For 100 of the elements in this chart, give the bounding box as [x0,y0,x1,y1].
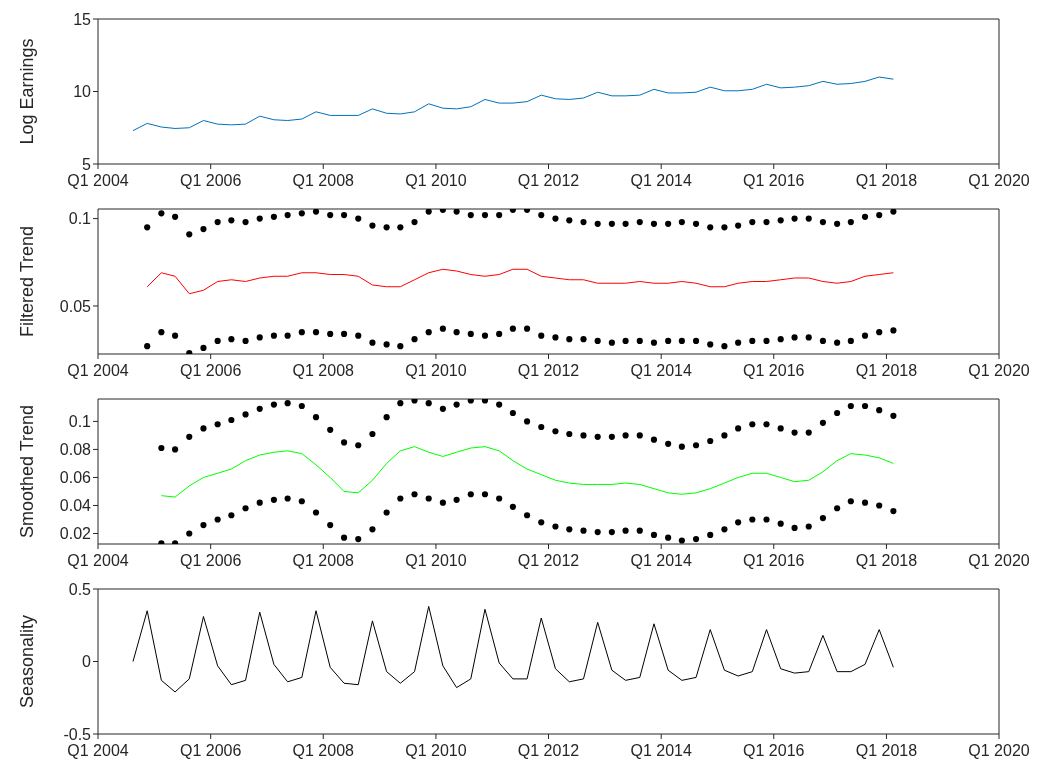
y-tick-label: 0.1 [68,210,92,228]
point [552,334,559,341]
point [580,432,587,439]
point [340,534,348,541]
point [228,416,235,424]
point [312,209,320,215]
x-tick-label: Q1 2014 [630,742,692,760]
point [636,432,643,439]
point [876,407,883,414]
point [538,519,545,526]
point [355,536,362,543]
y-tick-label: 0.05 [59,297,92,315]
point [172,213,179,220]
point [707,531,714,538]
point [496,212,503,219]
point [861,332,869,339]
point [580,219,587,226]
x-tick-label: Q1 2014 [630,172,692,190]
point [214,337,221,344]
x-tick-label: Q1 2004 [67,742,129,760]
point [467,212,474,219]
point [805,429,812,436]
x-tick-label: Q1 2006 [180,172,242,190]
x-tick-label: Q1 2020 [968,742,1030,760]
point [397,224,404,231]
point [847,402,854,410]
x-tick-label: Q1 2016 [743,742,805,760]
point [847,219,854,226]
point [467,330,474,337]
line-series [160,446,894,498]
x-tick-label: Q1 2014 [630,552,692,570]
point [594,220,601,227]
point [791,524,798,531]
point [496,330,503,337]
y-axis-title: Seasonality [17,614,38,709]
x-tick-label: Q1 2006 [180,552,242,570]
point [298,329,305,336]
point [327,522,334,529]
point [355,215,362,222]
point [650,220,658,227]
point [538,212,545,219]
point [284,400,291,407]
point [439,499,446,506]
y-tick-label: 10 [73,83,92,101]
point [242,337,249,344]
point [749,337,756,344]
point [186,530,193,537]
point [665,220,672,227]
x-tick-label: Q1 2012 [517,742,580,760]
point [228,217,235,224]
x-tick-label: Q1 2004 [67,362,129,380]
x-tick-label: Q1 2016 [743,172,805,190]
point [425,495,432,502]
point [355,442,362,449]
point [777,336,784,343]
point [383,509,390,516]
point [847,498,854,505]
point [200,226,207,233]
point [594,433,601,440]
point [819,515,827,522]
x-tick-label: Q1 2016 [743,362,805,380]
point [144,343,151,350]
point [678,443,685,450]
point [777,425,784,432]
point [270,496,277,503]
point [678,337,685,344]
point [312,509,320,516]
point [805,334,812,341]
x-tick-label: Q1 2006 [180,742,242,760]
point [467,399,474,404]
x-tick-label: Q1 2010 [405,552,467,570]
x-tick-label: Q1 2018 [855,172,918,190]
point [847,337,854,344]
point [481,332,489,339]
point [608,339,615,346]
point [523,512,531,519]
point [327,330,334,337]
point [481,491,489,498]
point [721,224,728,231]
point [580,527,587,534]
point [383,341,390,348]
point [594,529,601,536]
point [608,529,615,536]
x-tick-label: Q1 2014 [630,362,692,380]
point [369,430,376,438]
point [439,325,446,332]
point [355,332,362,339]
point [242,505,249,512]
point [890,327,897,334]
point [172,446,179,453]
point [256,499,263,506]
point [298,498,305,505]
x-tick-label: Q1 2004 [67,172,129,190]
point [636,527,643,534]
x-tick-label: Q1 2016 [743,552,805,570]
y-tick-label: 0.08 [59,441,92,459]
y-tick-label: 0.02 [59,525,92,543]
point [270,401,277,408]
point [650,531,658,538]
point [791,334,798,341]
